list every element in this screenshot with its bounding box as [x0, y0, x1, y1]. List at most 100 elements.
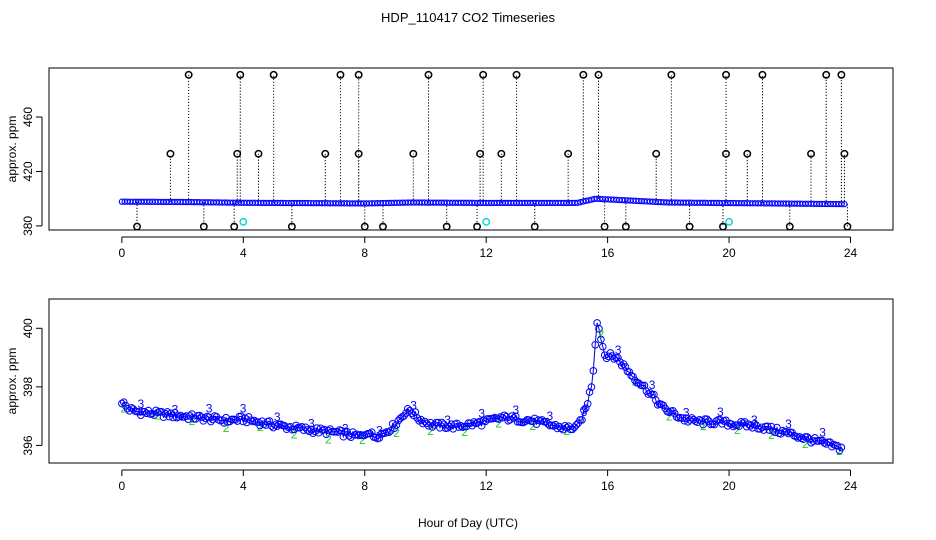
outlier-point — [479, 70, 488, 79]
co2-point — [403, 404, 412, 413]
co2-point — [570, 423, 579, 432]
co2-point — [741, 418, 749, 426]
co2-point — [583, 399, 592, 408]
y-tick-label: 400 — [21, 318, 35, 338]
outlier-point — [722, 149, 730, 158]
co2-point — [820, 439, 829, 447]
co2-point — [627, 371, 636, 380]
point-marker-label: 3 — [512, 403, 519, 417]
point-marker-label: 2 — [530, 419, 537, 433]
co2-point — [833, 441, 842, 450]
co2-point — [421, 417, 429, 426]
co2-point — [176, 411, 185, 420]
co2-point — [763, 422, 772, 431]
co2-point — [795, 433, 804, 441]
co2-point — [237, 412, 245, 421]
cyan-outlier-point — [482, 217, 491, 226]
co2-point — [324, 426, 333, 435]
outlier-point — [579, 70, 588, 79]
co2-point — [506, 416, 514, 424]
x-tick-label: 8 — [361, 479, 368, 493]
point-marker-label: 2 — [700, 419, 707, 433]
co2-point — [746, 422, 755, 430]
co2-point — [477, 421, 486, 430]
co2-point — [475, 417, 484, 426]
outlier-point — [442, 222, 451, 231]
co2-point — [767, 422, 776, 431]
co2-point — [157, 408, 166, 416]
point-marker-label: 2 — [461, 425, 468, 439]
co2-point — [333, 428, 342, 436]
co2-point — [837, 443, 846, 452]
x-tick-label: 0 — [119, 246, 126, 260]
co2-point — [243, 418, 251, 427]
co2-point — [339, 432, 348, 441]
point-marker-label: 3 — [649, 378, 656, 392]
point-marker-label: 2 — [802, 437, 809, 451]
co2-point — [273, 422, 281, 431]
co2-point — [407, 409, 416, 418]
baseline-point — [580, 198, 587, 205]
x-tick-label: 0 — [119, 479, 126, 493]
co2-point — [282, 425, 291, 433]
co2-point — [710, 420, 719, 429]
point-marker-label: 2 — [666, 409, 673, 423]
outlier-point — [166, 149, 175, 158]
point-marker-label: 2 — [393, 426, 400, 440]
co2-point — [271, 421, 280, 429]
outlier-point — [133, 222, 141, 231]
co2-point — [631, 376, 639, 385]
cyan-outlier-point — [725, 217, 733, 226]
outlier-point — [230, 222, 239, 231]
co2-point — [152, 406, 160, 415]
point-marker-label: 2 — [427, 424, 434, 438]
co2-point — [682, 414, 690, 422]
co2-point — [538, 416, 547, 424]
bottom-panel-axes: 0 4 8 12 16 20 24 396 398 400 — [21, 318, 857, 493]
co2-point — [201, 414, 209, 423]
point-marker-label: 2 — [495, 416, 502, 430]
co2-point — [498, 413, 507, 422]
co2-point — [267, 422, 276, 430]
co2-point — [468, 421, 476, 430]
co2-point — [771, 428, 779, 437]
co2-point — [422, 419, 431, 428]
point-marker-label: 3 — [751, 413, 758, 427]
co2-point — [489, 414, 497, 423]
baseline-point — [838, 200, 845, 208]
x-tick-label: 20 — [722, 479, 736, 493]
outlier-point — [758, 70, 767, 79]
co2-point — [123, 404, 132, 413]
co2-point — [591, 340, 600, 349]
co2-point — [742, 422, 751, 431]
co2-point — [542, 417, 550, 426]
x-tick-label: 12 — [480, 246, 494, 260]
co2-point — [510, 414, 518, 422]
outlier-point — [321, 149, 330, 158]
co2-point — [689, 415, 698, 424]
co2-point — [150, 411, 158, 419]
co2-point — [686, 416, 694, 424]
co2-point — [438, 418, 446, 427]
outlier-point — [199, 222, 208, 231]
outlier-point — [743, 149, 752, 158]
co2-point — [826, 438, 834, 447]
co2-point — [214, 415, 223, 424]
outlier-point — [652, 149, 661, 158]
co2-point — [595, 325, 603, 333]
y-tick-label: 420 — [21, 161, 35, 181]
co2-point — [748, 423, 757, 432]
cyan-outlier-point — [239, 217, 248, 226]
co2-point — [309, 429, 317, 437]
y-tick-label: 398 — [21, 377, 35, 397]
co2-point — [828, 442, 836, 451]
co2-point — [246, 416, 255, 425]
co2-point — [449, 424, 458, 433]
outlier-point — [530, 222, 539, 231]
co2-point — [585, 388, 594, 396]
co2-point — [729, 422, 738, 431]
co2-point — [303, 426, 312, 434]
co2-point — [597, 335, 605, 344]
point-marker-label: 3 — [785, 417, 792, 431]
